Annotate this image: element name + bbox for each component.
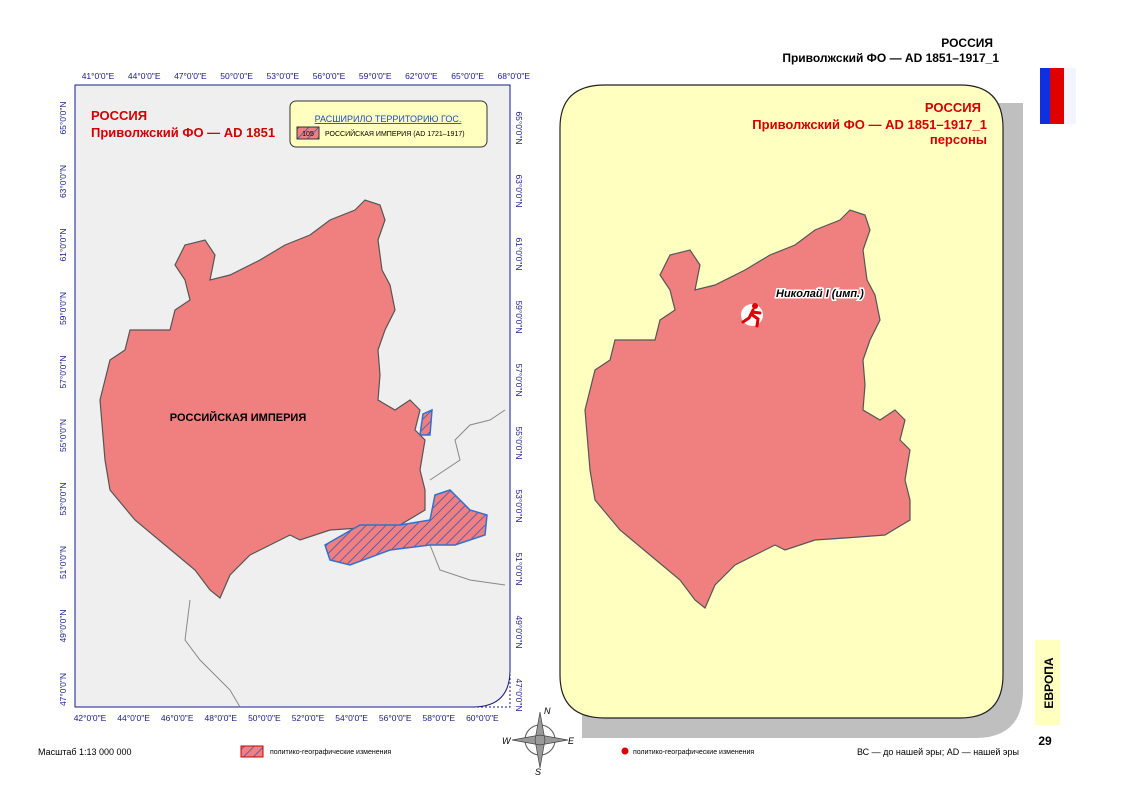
compass-n: N: [544, 706, 551, 716]
compass-s: S: [535, 767, 541, 777]
top-coordinate: 53°0'0"E: [266, 71, 299, 81]
right-coordinate: 59°0'0"N: [514, 300, 524, 333]
bottom-coordinate: 44°0'0"E: [117, 713, 150, 723]
flag: [1040, 68, 1076, 124]
hatched-area: [324, 489, 488, 566]
section-tab: [1035, 640, 1060, 725]
scale: Масштаб 1:13 000 000: [38, 747, 132, 757]
left-coordinate: 57°0'0"N: [58, 355, 68, 388]
top-coordinate: 50°0'0"E: [220, 71, 253, 81]
map-subtitle2: персоны: [930, 132, 987, 147]
legend-dot: [621, 747, 629, 755]
legend-title: РАСШИРИЛО ТЕРРИТОРИЮ ГОС.: [315, 114, 462, 124]
right-coordinate: 53°0'0"N: [514, 489, 524, 522]
legend-changes: политико-географические изменения: [270, 749, 391, 756]
left-coordinate: 53°0'0"N: [58, 482, 68, 515]
section-label: ЕВРОПА: [1042, 657, 1056, 708]
left-coordinate: 47°0'0"N: [58, 673, 68, 706]
right-map: РОССИЯ Приволжский ФО — AD 1851–1917_1 п…: [559, 84, 1023, 738]
header-country: РОССИЯ: [941, 36, 993, 50]
legend-box: [289, 100, 488, 148]
left-coordinate: 63°0'0"N: [58, 165, 68, 198]
bottom-coordinate: 56°0'0"E: [379, 713, 412, 723]
map-title: РОССИЯ: [91, 108, 147, 123]
top-coordinate: 68°0'0"E: [497, 71, 530, 81]
top-coordinate: 59°0'0"E: [359, 71, 392, 81]
bottom-coordinate: 46°0'0"E: [161, 713, 194, 723]
header-subtitle: Приволжский ФО — AD 1851–1917_1: [782, 51, 999, 65]
right-coordinate: 49°0'0"N: [514, 615, 524, 648]
top-coordinate: 47°0'0"E: [174, 71, 207, 81]
map-subtitle: Приволжский ФО — AD 1851: [91, 125, 275, 140]
bottom-coordinate: 60°0'0"E: [466, 713, 499, 723]
hatched-area: [419, 408, 433, 436]
person-icon: [741, 303, 763, 328]
right-coordinate: 47°0'0"N: [514, 678, 524, 711]
top-coordinate: 65°0'0"E: [451, 71, 484, 81]
top-coordinate: 56°0'0"E: [313, 71, 346, 81]
bottom-coordinate: 48°0'0"E: [204, 713, 237, 723]
right-coordinate: 61°0'0"N: [514, 237, 524, 270]
bottom-coordinate: 42°0'0"E: [74, 713, 107, 723]
era-note: ВС — до нашей эры; AD — нашей эры: [857, 747, 1019, 757]
right-coordinate: 57°0'0"N: [514, 363, 524, 396]
bottom-coordinate: 50°0'0"E: [248, 713, 281, 723]
right-coordinate: 63°0'0"N: [514, 174, 524, 207]
top-coordinate: 41°0'0"E: [82, 71, 115, 81]
map-title: РОССИЯ: [925, 100, 981, 115]
left-coordinate: 51°0'0"N: [58, 546, 68, 579]
left-coordinate: 59°0'0"N: [58, 292, 68, 325]
left-coordinate: 55°0'0"N: [58, 419, 68, 452]
legend-points: политико-географические изменения: [633, 749, 754, 756]
legend-item: РОССИЙСКАЯ ИМПЕРИЯ (AD 1721–1917): [325, 129, 465, 138]
map-subtitle: Приволжский ФО — AD 1851–1917_1: [752, 117, 987, 132]
left-map: РОССИЯ Приволжский ФО — AD 1851 РАСШИРИЛ…: [74, 84, 511, 708]
page-number: 29: [1038, 734, 1052, 748]
left-coordinate: 49°0'0"N: [58, 609, 68, 642]
left-coordinate: 65°0'0"N: [58, 101, 68, 134]
region-label: РОССИЙСКАЯ ИМПЕРИЯ: [170, 411, 307, 424]
top-coordinate: 62°0'0"E: [405, 71, 438, 81]
right-coordinate: 65°0'0"N: [514, 111, 524, 144]
bottom-coordinate: 54°0'0"E: [335, 713, 368, 723]
legend-code: 105: [302, 131, 314, 138]
person-label: Николай I (имп.): [776, 288, 864, 300]
right-coordinate: 51°0'0"N: [514, 552, 524, 585]
left-coordinate: 61°0'0"N: [58, 228, 68, 261]
compass-e: E: [568, 736, 575, 746]
compass-rose: N W E S: [502, 706, 575, 777]
compass-w: W: [502, 736, 512, 746]
right-coordinate: 55°0'0"N: [514, 426, 524, 459]
bottom-coordinate: 58°0'0"E: [422, 713, 455, 723]
legend-swatch: [240, 745, 264, 758]
bottom-coordinate: 52°0'0"E: [292, 713, 325, 723]
top-coordinate: 44°0'0"E: [128, 71, 161, 81]
legend-swatch: [296, 126, 320, 140]
